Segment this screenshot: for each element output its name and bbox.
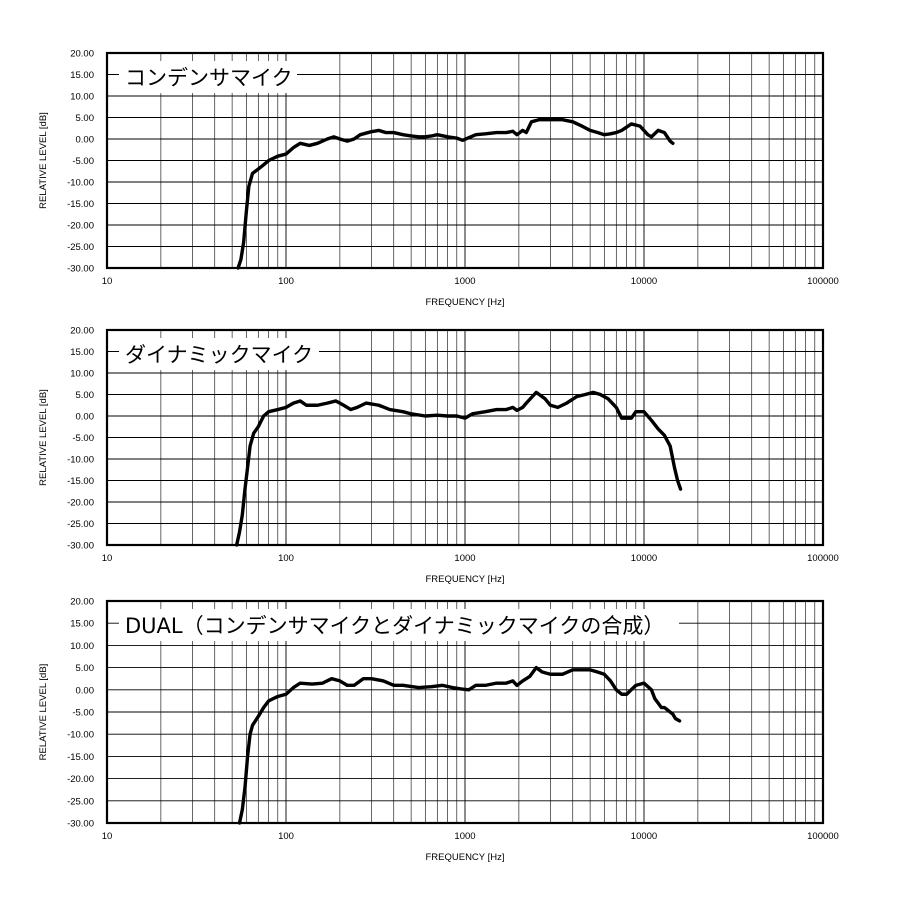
grid [107, 601, 823, 823]
y-tick-label: 15.00 [70, 70, 94, 81]
y-tick-label: 10.00 [70, 92, 94, 103]
x-tick-label: 100 [278, 276, 294, 287]
y-tick-label: -30.00 [67, 819, 94, 830]
y-tick-label: -15.00 [67, 199, 94, 210]
y-tick-label: 0.00 [76, 412, 95, 423]
chart-panel-2: ダイナミックマイク 20.00 15.00 10.00 5.00 0.00 -5.00 -10… [38, 326, 839, 586]
y-tick-label: 5.00 [76, 390, 95, 401]
y-tick-label: -5.00 [72, 156, 94, 167]
x-tick-label: 100000 [807, 831, 839, 842]
y-tick-label: -10.00 [67, 730, 94, 741]
y-tick-label: -20.00 [67, 221, 94, 232]
y-tick-label: 0.00 [76, 135, 95, 146]
y-tick-label: 5.00 [76, 113, 95, 124]
x-tick-label: 1000 [454, 831, 475, 842]
title-background [119, 609, 679, 641]
y-tick-label: 20.00 [70, 49, 94, 60]
response-curve [234, 390, 683, 547]
y-tick-label: 5.00 [76, 663, 95, 674]
x-tick-label: 100 [278, 831, 294, 842]
chart-panel-1: コンデンサマイク 20.00 15.00 10.00 5.00 0.00 -5.00 -10.… [38, 49, 839, 309]
y-tick-label: -15.00 [67, 752, 94, 763]
y-tick-label: 10.00 [70, 369, 94, 380]
x-tick-label: 1000 [454, 276, 475, 287]
y-tick-label: -25.00 [67, 242, 94, 253]
y-axis-label: RELATIVE LEVEL [dB] [38, 664, 49, 761]
plot-frame [105, 51, 825, 270]
y-tick-label: -25.00 [67, 796, 94, 807]
x-tick-label: 100000 [807, 553, 839, 564]
x-tick-label: 10 [102, 831, 113, 842]
y-axis-label: RELATIVE LEVEL [dB] [38, 112, 49, 209]
y-tick-label: 20.00 [70, 326, 94, 337]
grid [107, 330, 823, 545]
y-tick-label: -15.00 [67, 476, 94, 487]
x-axis-label: FREQUENCY [Hz] [425, 852, 504, 863]
y-tick-label: -20.00 [67, 498, 94, 509]
x-axis-label: FREQUENCY [Hz] [425, 574, 504, 585]
y-tick-label: -10.00 [67, 455, 94, 466]
chart-title: コンデンサマイク [125, 66, 293, 90]
y-tick-label: 10.00 [70, 641, 94, 652]
x-tick-label: 100000 [807, 276, 839, 287]
chart-panel-3: DUAL（コンデンサマイクとダイナミックマイクの合成） 20.00 15.00 10.… [38, 597, 839, 864]
y-tick-label: -20.00 [67, 774, 94, 785]
x-tick-label: 10000 [631, 553, 657, 564]
plot-frame [105, 599, 825, 825]
chart-title: DUAL（コンデンサマイクとダイナミックマイクの合成） [125, 614, 664, 638]
y-tick-label: -25.00 [67, 519, 94, 530]
title-background [119, 338, 319, 370]
y-tick-label: -10.00 [67, 178, 94, 189]
y-tick-label: -30.00 [67, 264, 94, 275]
y-axis-label: RELATIVE LEVEL [dB] [38, 389, 49, 486]
y-tick-label: -30.00 [67, 541, 94, 552]
title-background [119, 61, 297, 93]
x-axis-label: FREQUENCY [Hz] [425, 297, 504, 308]
y-tick-label: 15.00 [70, 619, 94, 630]
response-curve [237, 665, 682, 825]
x-tick-label: 10 [102, 276, 113, 287]
response-curve [236, 117, 675, 270]
x-tick-label: 10000 [631, 831, 657, 842]
x-tick-label: 100 [278, 553, 294, 564]
x-tick-label: 10 [102, 553, 113, 564]
x-tick-label: 1000 [454, 553, 475, 564]
y-tick-label: -5.00 [72, 708, 94, 719]
y-tick-label: 15.00 [70, 347, 94, 358]
y-tick-label: 20.00 [70, 597, 94, 608]
plot-frame [105, 328, 825, 547]
x-tick-label: 10000 [631, 276, 657, 287]
chart-title: ダイナミックマイク [125, 343, 313, 367]
y-tick-label: -5.00 [72, 433, 94, 444]
y-tick-label: 0.00 [76, 685, 95, 696]
